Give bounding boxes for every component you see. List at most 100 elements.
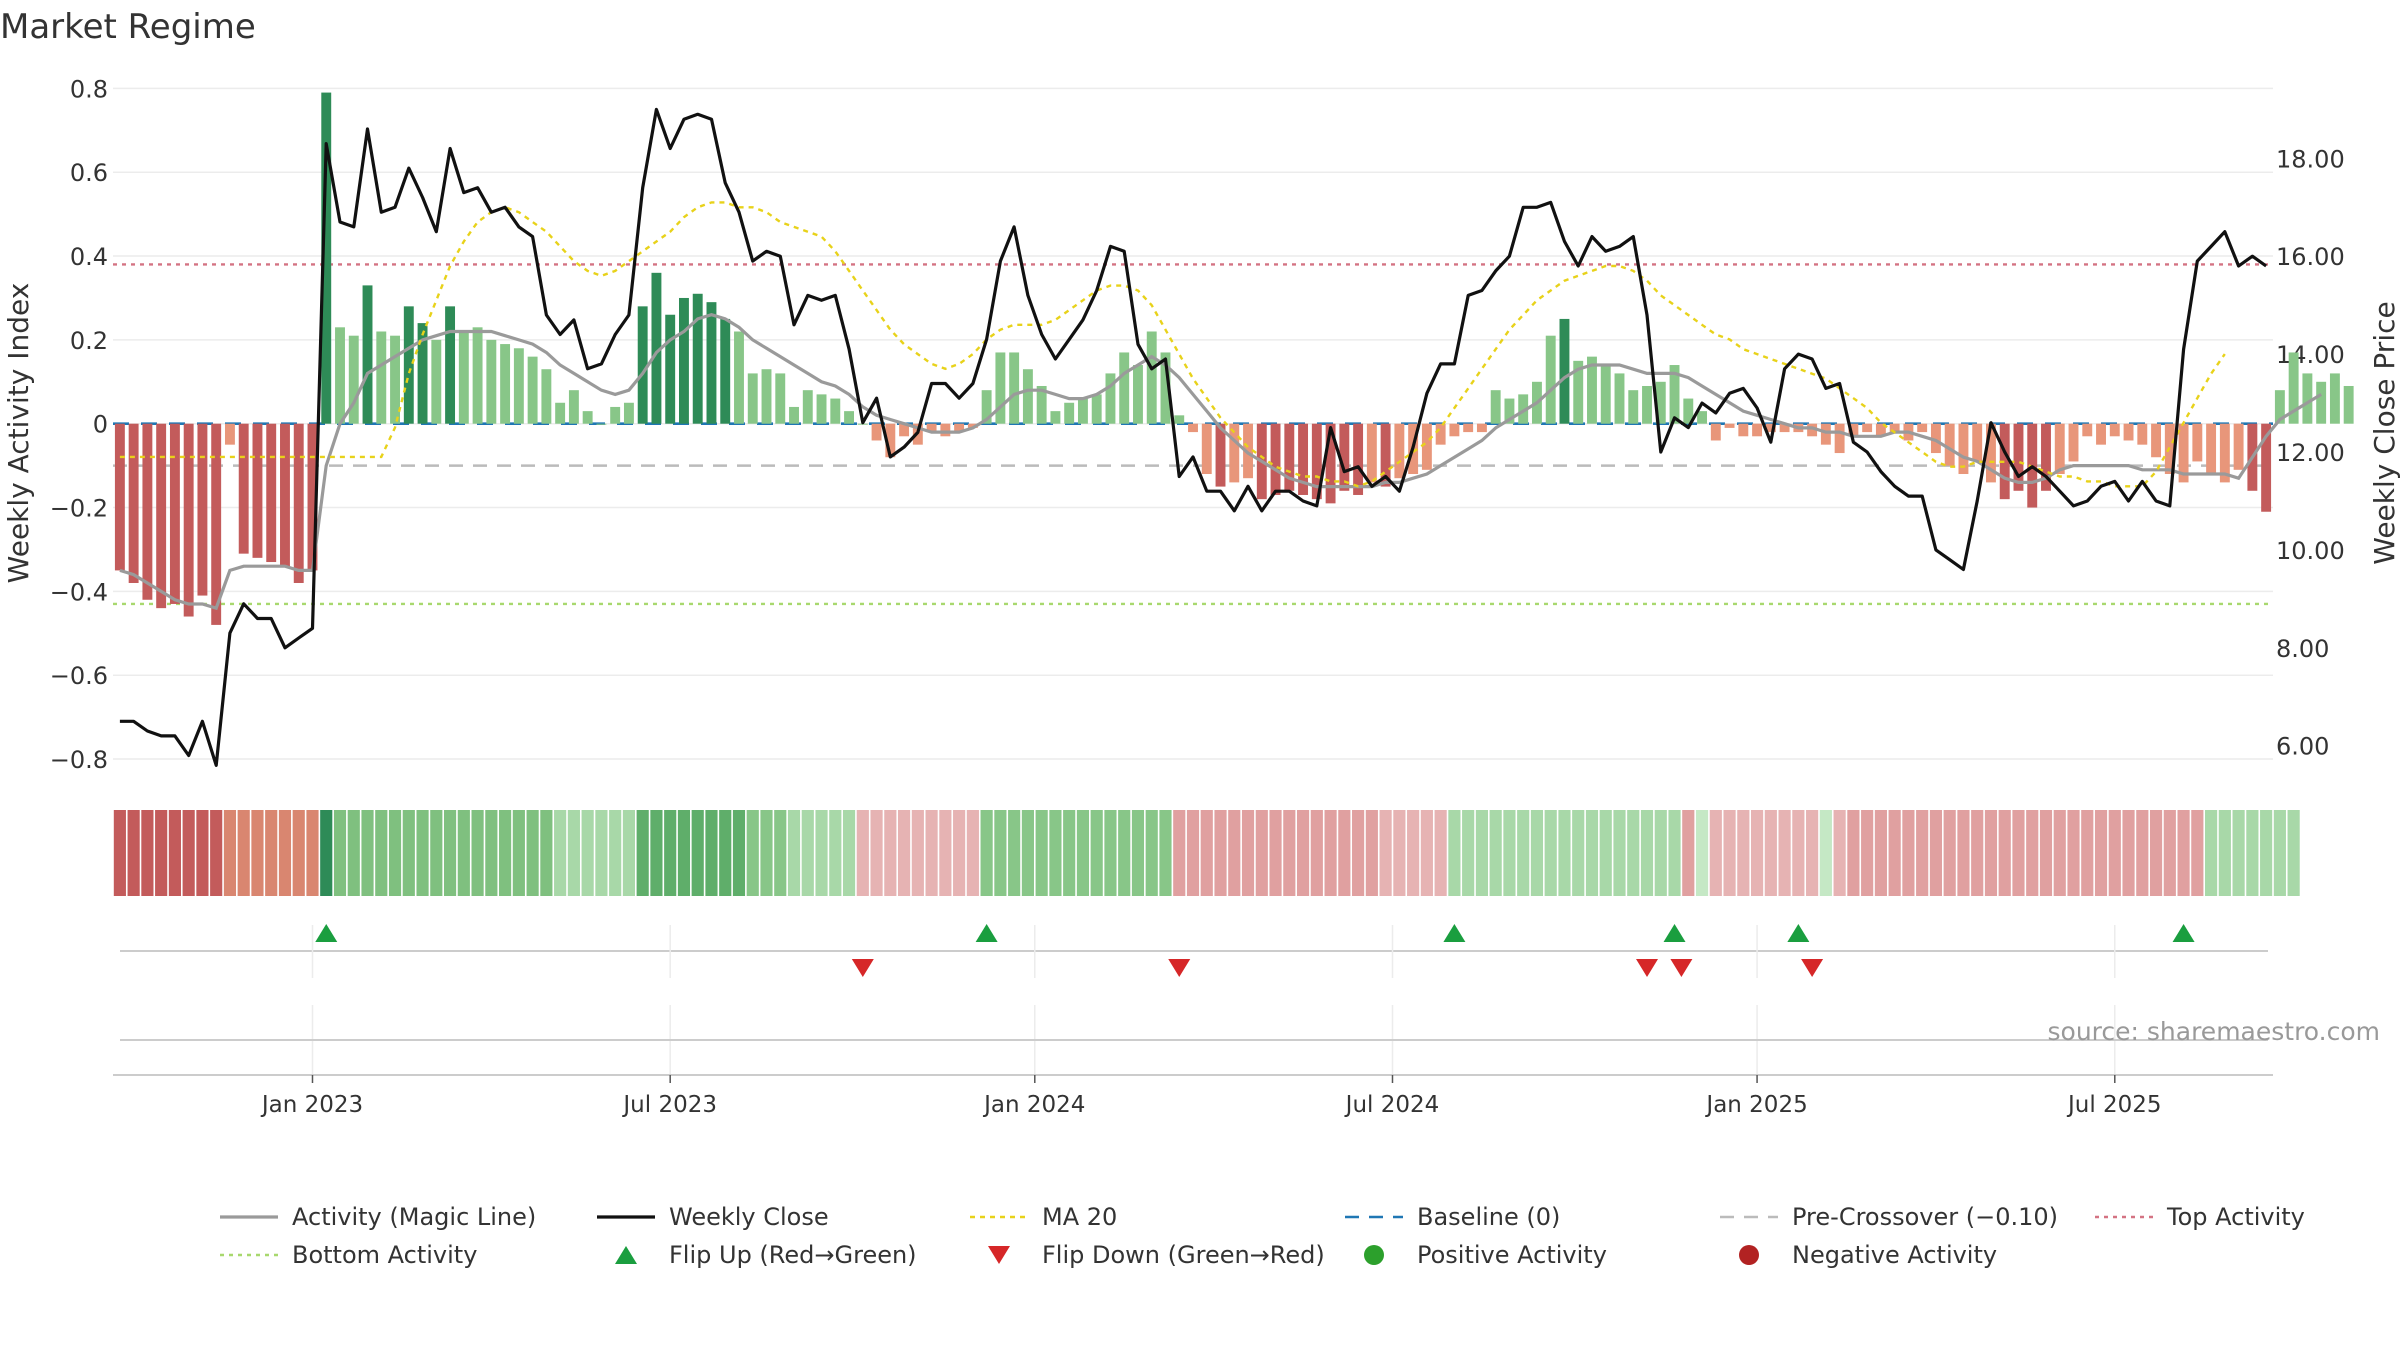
regime-cell [677,810,691,896]
regime-cell [829,810,842,896]
y-tick-right: 14.00 [2276,341,2345,369]
activity-bar [1710,423,1721,441]
activity-bar [1669,365,1680,424]
activity-bar [1972,423,1983,462]
regime-cell [113,810,126,896]
activity-bar [761,369,772,424]
activity-bar [527,356,538,424]
regime-cell [2232,810,2245,896]
activity-bar [266,423,277,563]
regime-cell [251,810,264,896]
x-tick-label: Jan 2025 [1704,1092,1807,1118]
activity-bar [1449,423,1460,437]
activity-bar [1022,369,1033,424]
activity-bar [1188,423,1198,433]
regime-cell [1902,810,1915,896]
regime-cell [1750,810,1764,896]
activity-bar [2013,423,2024,491]
y-tick-left: −0.6 [50,662,108,690]
regime-cell [939,810,952,896]
legend-item: Bottom Activity [220,1241,477,1269]
regime-cell [2081,810,2094,896]
activity-bar [2178,423,2189,483]
regime-cell [1352,810,1365,896]
activity-bar [802,390,813,424]
activity-bars [114,92,2354,625]
regime-cell [1874,810,1887,896]
legend-label: Weekly Close [669,1203,829,1231]
bottom-panel [113,1005,2273,1076]
activity-bar [417,323,428,424]
activity-bar [1325,423,1336,504]
activity-bar [1146,331,1157,424]
regime-cell [1517,810,1530,896]
regime-cell [691,810,704,896]
activity-bar [1504,398,1515,424]
y-tick-right: 18.00 [2276,145,2345,173]
regime-cell [1475,810,1488,896]
regime-cell [664,810,677,896]
regime-cell [2108,810,2121,896]
flip-down-marker [1801,959,1824,977]
regime-cell [388,810,402,896]
activity-bar [2068,423,2079,462]
regime-cell [1695,810,1709,896]
activity-bar [1229,423,1240,483]
regime-cell [1544,810,1557,896]
regime-cell [1847,810,1860,896]
activity-bar [871,423,882,441]
activity-bar [926,423,937,433]
regime-cell [2012,810,2025,896]
activity-bar [2274,390,2285,424]
regime-cell [1613,810,1626,896]
activity-bar [1587,356,1597,424]
regime-cell [622,810,636,896]
activity-bar [2316,381,2327,424]
regime-cell [1888,810,1901,896]
activity-bar [1215,423,1226,487]
regime-cell [1861,810,1874,896]
regime-cell [168,810,181,896]
y-axis-label-left: Weekly Activity Index [2,283,35,584]
regime-cell [485,810,498,896]
regime-cell [1434,810,1447,896]
activity-bar [2041,423,2051,491]
regime-cell [1971,810,1984,896]
x-tick-label: Jul 2025 [2066,1092,2162,1118]
regime-cell [1833,810,1846,896]
activity-bar [1807,423,1818,437]
regime-cell [966,810,979,896]
regime-cell [1283,810,1296,896]
activity-bar [142,423,153,600]
regime-cell [815,810,828,896]
activity-bar [1848,423,1859,437]
activity-bar [211,423,222,625]
activity-bar [1311,423,1322,500]
activity-bar [637,306,648,424]
activity-bar [967,423,978,428]
legend-item: Positive Activity [1364,1241,1607,1269]
regime-cell [265,810,278,896]
legend-item: Top Activity [2095,1203,2305,1231]
legend-label: Flip Down (Green→Red) [1042,1241,1325,1269]
legend-label: Bottom Activity [292,1241,477,1269]
regime-cell [237,810,250,896]
flip-down-marker [1168,959,1191,977]
flip-down-marker [1636,959,1659,977]
activity-bar [1339,423,1350,491]
regime-cell [1241,810,1255,896]
activity-bar [2109,423,2120,437]
regime-cell [1393,810,1406,896]
regime-cell [1806,810,1819,896]
ma20-line [119,201,2226,488]
flip-up-marker [975,924,998,942]
activity-bar [1518,394,1529,424]
activity-bar [376,331,387,424]
activity-bar [1353,423,1364,495]
activity-bar [280,423,290,567]
activity-bar [1036,385,1047,424]
regime-cell [2026,810,2039,896]
regime-cell [1131,810,1145,896]
activity-bar [2343,385,2354,424]
activity-bar [1944,423,1955,466]
